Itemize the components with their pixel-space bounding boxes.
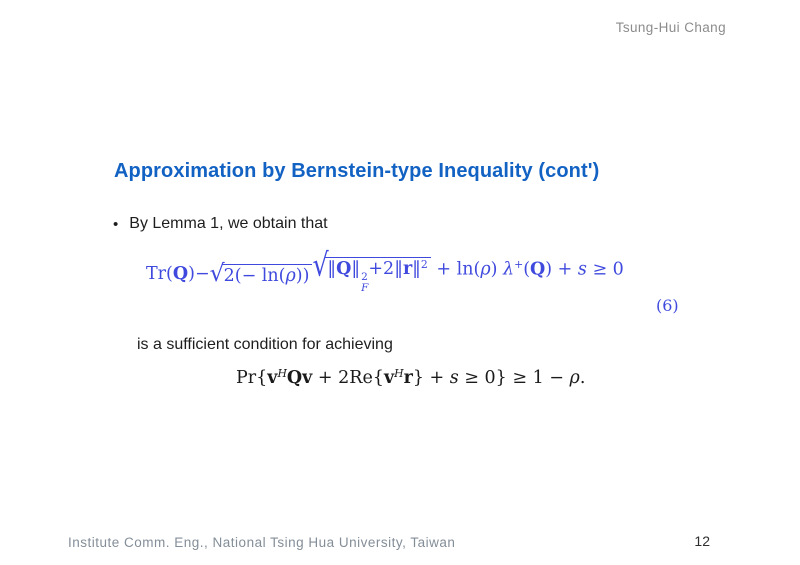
math-fragment: 2(− ln( bbox=[223, 265, 286, 286]
math-fragment: Pr{ bbox=[236, 368, 268, 388]
radical-sign-icon: √ bbox=[209, 259, 225, 288]
math-fragment: Q bbox=[172, 264, 189, 284]
probability-equation: Pr{vHQv + 2Re{vHr} + s ≥ 0} ≥ 1 − ρ. bbox=[236, 367, 586, 388]
math-fragment: + 2Re{ bbox=[312, 368, 384, 388]
math-fragment: λ bbox=[503, 259, 515, 280]
math-fragment: ( bbox=[523, 259, 531, 280]
math-fragment: )) bbox=[295, 265, 310, 286]
bullet-text: By Lemma 1, we obtain that bbox=[129, 215, 328, 232]
math-fragment: Q bbox=[336, 259, 352, 280]
radical-sign-icon: √ bbox=[312, 245, 329, 283]
body-text: is a sufficient condition for achieving bbox=[137, 336, 393, 353]
math-fragment: Q bbox=[530, 259, 546, 280]
math-fragment: . bbox=[579, 368, 586, 388]
bullet-item: • By Lemma 1, we obtain that bbox=[113, 215, 328, 235]
math-fragment: ‖ bbox=[412, 259, 421, 280]
footer-affiliation: Institute Comm. Eng., National Tsing Hua… bbox=[68, 535, 456, 550]
sqrt-term: √2(− ln(ρ)) bbox=[210, 262, 313, 286]
math-fragment: } + bbox=[412, 368, 450, 388]
math-fragment: ≥ 0 bbox=[586, 259, 624, 280]
math-fragment: ) bbox=[490, 259, 503, 280]
math-fragment: +2 bbox=[368, 259, 395, 280]
math-fragment: − bbox=[194, 264, 210, 284]
math-fragment: ρ bbox=[569, 368, 580, 388]
bullet-icon: • bbox=[113, 216, 119, 233]
math-fragment: ρ bbox=[285, 265, 296, 286]
math-fragment: ) bbox=[188, 264, 195, 284]
math-fragment: s bbox=[449, 368, 459, 388]
page-title: Approximation by Bernstein-type Inequali… bbox=[114, 160, 600, 182]
math-fragment: v bbox=[267, 368, 278, 388]
math-fragment: v bbox=[302, 368, 313, 388]
math-fragment: ρ bbox=[480, 259, 491, 280]
math-fragment: r bbox=[402, 259, 413, 280]
math-fragment: s bbox=[577, 259, 587, 280]
math-fragment: ≥ 0} ≥ 1 − bbox=[458, 368, 570, 388]
math-fragment: F bbox=[361, 282, 369, 295]
math-fragment: Tr( bbox=[146, 264, 173, 284]
math-fragment: ‖ bbox=[327, 259, 337, 280]
page-number: 12 bbox=[694, 533, 710, 549]
radicand: ‖Q‖ 2 F +2‖r‖2 bbox=[325, 257, 431, 294]
math-fragment: ‖ bbox=[394, 259, 403, 280]
math-fragment: ) + bbox=[545, 259, 578, 280]
equation-6: Tr(Q) − √2(− ln(ρ)) √‖Q‖ 2 F +2‖r‖2 + ln(ρ) λ+… bbox=[146, 248, 624, 294]
math-fragment: 2 bbox=[361, 271, 368, 284]
math-fragment: Q bbox=[286, 368, 303, 388]
equation-number: (6) bbox=[656, 296, 679, 315]
math-fragment: H bbox=[277, 367, 287, 381]
sqrt-term: √‖Q‖ 2 F +2‖r‖2 + ln(ρ) λ+(Q) + s ≥ 0 bbox=[312, 248, 624, 294]
math-fragment: 2 bbox=[420, 258, 428, 272]
author-name: Tsung-Hui Chang bbox=[615, 20, 726, 35]
math-fragment: r bbox=[403, 368, 413, 388]
math-fragment: + bbox=[514, 258, 524, 272]
math-fragment: v bbox=[383, 368, 395, 388]
math-fragment: + ln( bbox=[430, 259, 481, 280]
radicand: 2(− ln(ρ)) bbox=[221, 263, 313, 286]
math-fragment: ‖ bbox=[351, 259, 361, 280]
math-fragment: H bbox=[394, 367, 404, 381]
